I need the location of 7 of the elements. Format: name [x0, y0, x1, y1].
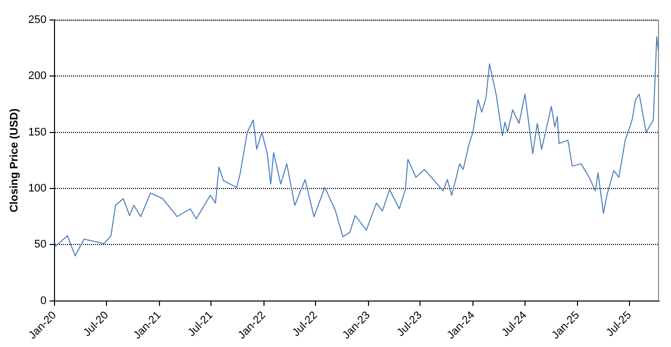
y-tick-label: 250: [28, 14, 47, 26]
y-tick-label: 100: [28, 182, 47, 195]
y-tick-label: 50: [34, 238, 47, 251]
y-axis-title: Closing Price (USD): [8, 108, 21, 212]
y-tick-label: 200: [28, 70, 47, 82]
y-tick-label: 0: [40, 294, 47, 307]
y-tick-label: 150: [28, 126, 47, 138]
